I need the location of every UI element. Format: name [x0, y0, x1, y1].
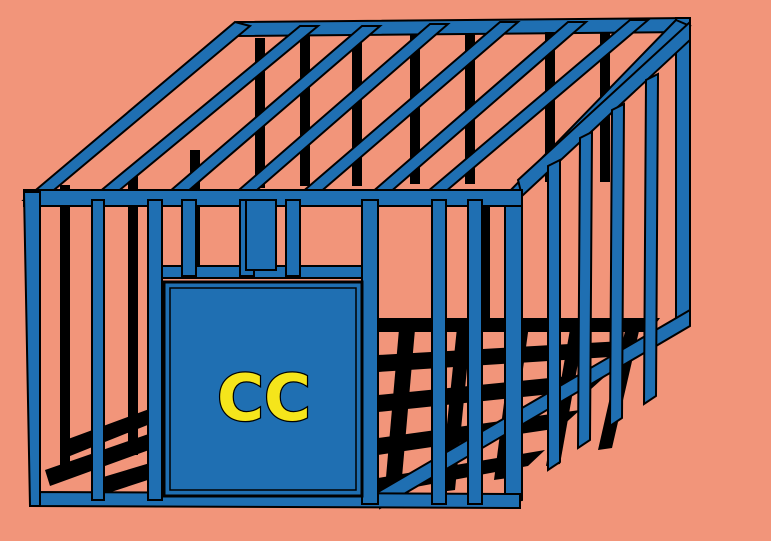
door-label: CC [217, 362, 311, 436]
door-lettering: CC [216, 361, 312, 438]
roof-bars [21, 18, 692, 201]
door-panel [162, 199, 364, 498]
right-side-panel [376, 19, 691, 510]
